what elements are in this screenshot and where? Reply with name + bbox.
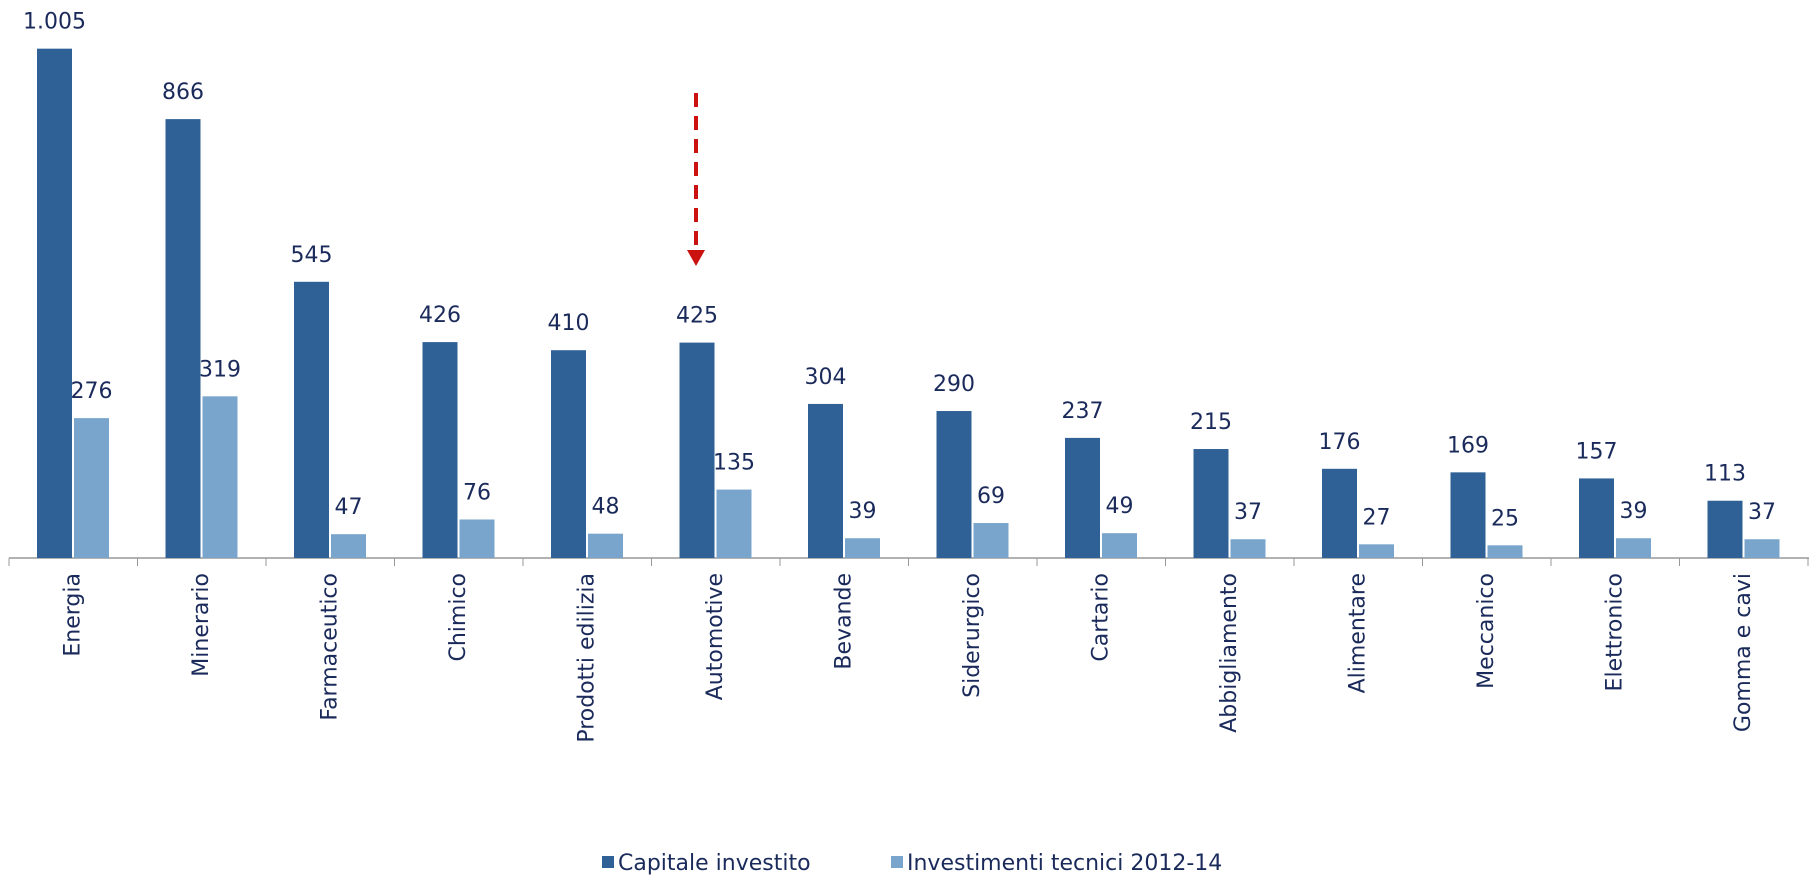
data-label: 545 (291, 243, 333, 268)
x-tick-label: Minerario (189, 573, 214, 677)
bar (331, 534, 366, 558)
data-label: 169 (1447, 433, 1489, 458)
data-label: 39 (1620, 499, 1648, 524)
data-label: 37 (1234, 500, 1262, 525)
legend-label: Investimenti tecnici 2012-14 (907, 851, 1222, 876)
bar (1616, 538, 1651, 558)
bar (1193, 449, 1229, 558)
bar (37, 48, 72, 558)
legend-swatch (891, 856, 903, 868)
data-label: 215 (1190, 410, 1232, 435)
data-label: 157 (1576, 439, 1618, 464)
bar (1065, 437, 1100, 558)
bar (808, 403, 843, 558)
data-label: 48 (592, 495, 620, 520)
x-tick-label: Automotive (703, 573, 728, 700)
data-label: 113 (1704, 462, 1746, 487)
bar (1487, 545, 1523, 558)
bar (679, 342, 715, 558)
x-tick-label: Energia (60, 573, 85, 657)
data-label: 276 (71, 379, 113, 404)
bar (973, 523, 1009, 558)
bar (551, 350, 586, 558)
data-label: 319 (199, 357, 241, 382)
data-label: 25 (1491, 506, 1519, 531)
bar (459, 519, 495, 558)
data-label: 39 (849, 499, 877, 524)
data-label: 426 (419, 303, 461, 328)
bar (422, 342, 458, 558)
data-label: 1.005 (23, 10, 86, 35)
bar (1102, 533, 1137, 558)
data-label: 410 (548, 311, 590, 336)
bar (202, 396, 238, 558)
bar (1230, 539, 1266, 558)
legend-swatch (602, 856, 614, 868)
data-label: 76 (463, 480, 491, 505)
annotation-arrow (687, 93, 705, 266)
data-label: 237 (1062, 399, 1104, 424)
x-tick-label: Chimico (446, 573, 471, 662)
x-tick-label: Farmaceutico (317, 573, 342, 721)
data-label: 304 (805, 365, 847, 390)
x-tick-label: Gomma e cavi (1731, 573, 1756, 732)
data-label: 27 (1363, 505, 1391, 530)
data-label: 69 (977, 484, 1005, 509)
bar (1707, 500, 1743, 558)
data-label: 866 (162, 80, 204, 105)
x-tick-label: Meccanico (1474, 573, 1499, 689)
data-label: 176 (1319, 430, 1361, 455)
data-label: 37 (1748, 500, 1776, 525)
bar (845, 538, 880, 558)
bar (936, 411, 972, 558)
legend-label: Capitale investito (618, 851, 811, 876)
x-tick-label: Cartario (1088, 573, 1113, 662)
bar (1322, 468, 1357, 558)
data-label: 290 (933, 372, 975, 397)
x-tick-label: Bevande (831, 573, 856, 670)
bar (165, 119, 201, 558)
x-tick-label: Elettronico (1602, 573, 1627, 691)
bar (1450, 472, 1486, 558)
x-tick-label: Siderurgico (960, 573, 985, 698)
data-label: 425 (676, 304, 718, 329)
bar (74, 418, 109, 558)
bar (294, 281, 329, 558)
x-tick-label: Prodotti edilizia (574, 573, 599, 743)
data-label: 47 (335, 495, 363, 520)
data-label: 135 (713, 451, 755, 476)
bar (1744, 539, 1780, 558)
bar (588, 533, 623, 558)
bar (1579, 478, 1614, 558)
bar (1359, 544, 1394, 558)
x-tick-label: Alimentare (1345, 573, 1370, 693)
bar (716, 489, 752, 558)
data-label: 49 (1106, 494, 1134, 519)
x-tick-label: Abbigliamento (1217, 573, 1242, 733)
